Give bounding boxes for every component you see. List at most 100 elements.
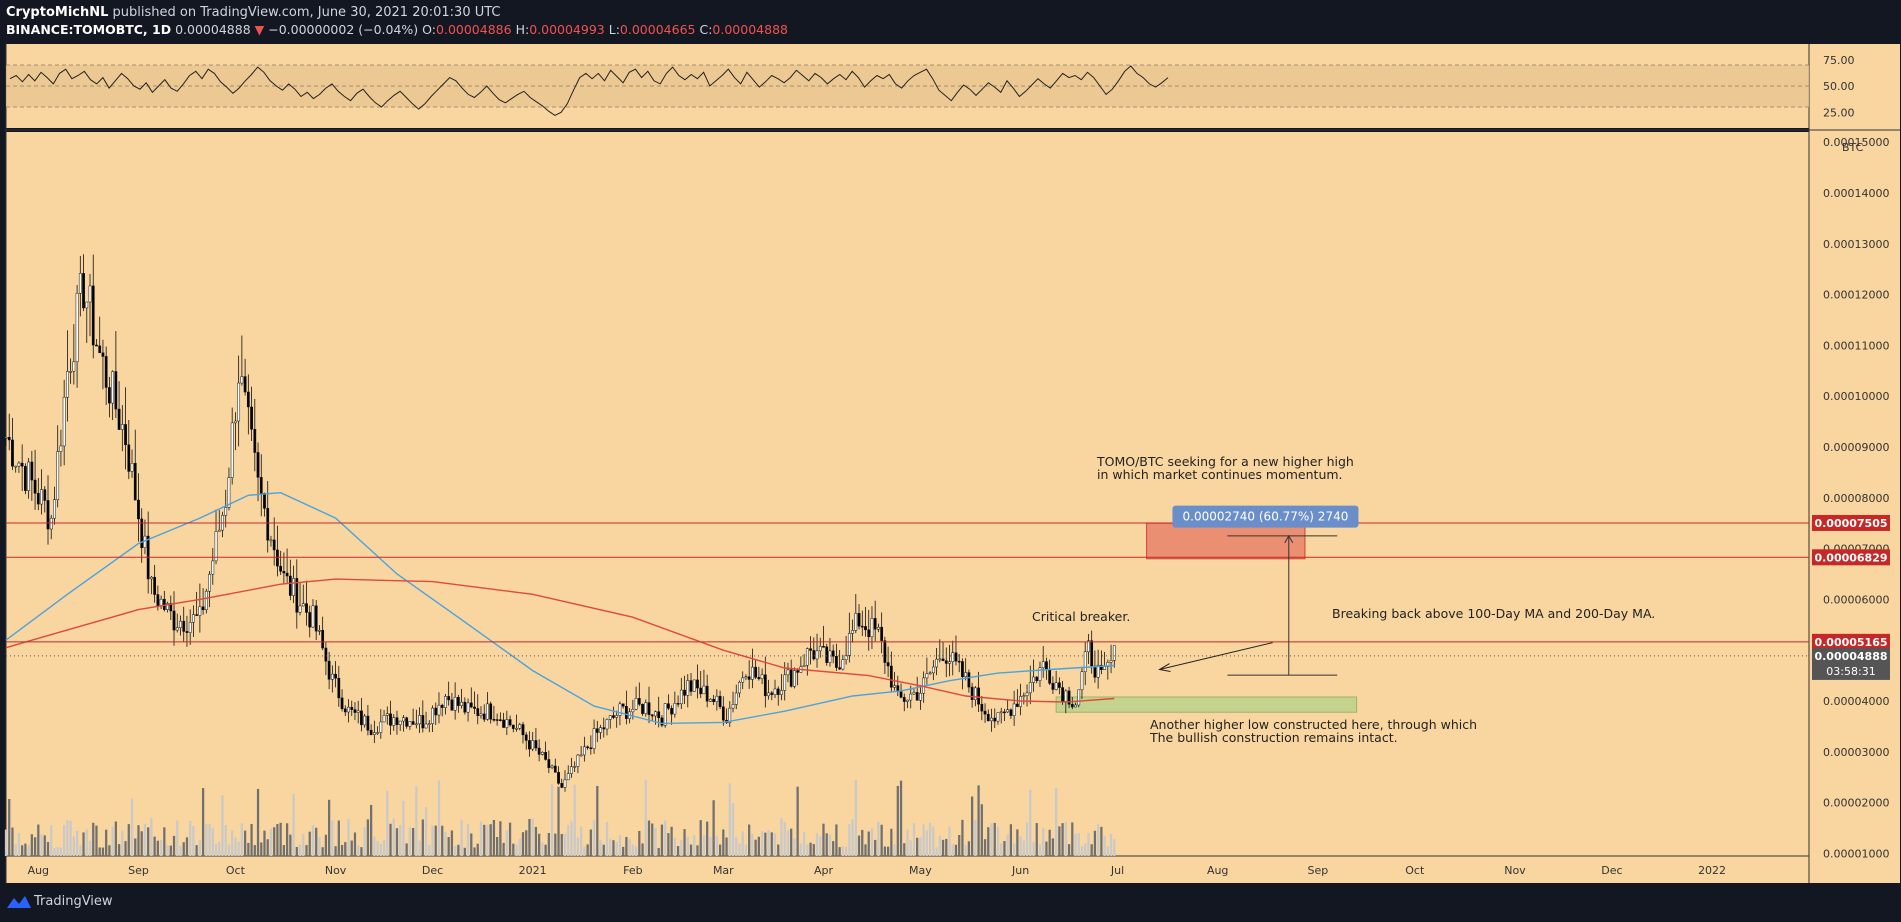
candle-body bbox=[62, 396, 66, 447]
price-axis[interactable] bbox=[1809, 44, 1900, 856]
candle-body bbox=[295, 578, 299, 613]
volume-bar bbox=[896, 785, 899, 856]
candle-body bbox=[489, 703, 493, 720]
volume-bar bbox=[790, 828, 793, 856]
candle-body bbox=[605, 719, 609, 730]
volume-bar bbox=[1019, 836, 1022, 856]
candle-body bbox=[117, 408, 121, 430]
time-tick-label: Feb bbox=[623, 864, 642, 877]
volume-bar bbox=[373, 836, 376, 856]
volume-bar bbox=[1009, 824, 1013, 856]
candle-body bbox=[886, 662, 890, 667]
volume-bar bbox=[59, 847, 63, 856]
volume-bar bbox=[631, 844, 634, 856]
candle-body bbox=[557, 772, 560, 784]
candle-body bbox=[43, 489, 47, 501]
candle-body bbox=[476, 708, 480, 716]
volume-bar bbox=[586, 844, 589, 856]
volume-bar bbox=[777, 844, 780, 856]
volume-bar bbox=[1012, 843, 1016, 856]
candle-body bbox=[114, 371, 118, 410]
brand-label[interactable]: TradingView bbox=[34, 894, 113, 909]
candle-body bbox=[941, 658, 945, 661]
volume-bar bbox=[1016, 829, 1019, 856]
volume-bar bbox=[802, 832, 806, 856]
candle-body bbox=[198, 606, 202, 616]
volume-bar bbox=[996, 826, 1000, 856]
time-tick-label: Dec bbox=[422, 864, 443, 877]
candle-body bbox=[621, 703, 625, 707]
volume-bar bbox=[163, 827, 166, 856]
volume-bar bbox=[799, 843, 803, 856]
candle-body bbox=[424, 723, 428, 729]
candle-body bbox=[382, 715, 386, 723]
candle-body bbox=[1006, 709, 1010, 713]
chart-canvas[interactable]: 0.00002740 (60.77%) 2740 TOMO/BTC seeking… bbox=[0, 0, 1901, 883]
volume-bar bbox=[176, 820, 179, 856]
volume-bar bbox=[147, 827, 150, 856]
candle-body bbox=[1087, 640, 1090, 653]
candle-body bbox=[673, 703, 677, 715]
volume-bar bbox=[657, 847, 660, 856]
candle-body bbox=[767, 692, 770, 697]
candle-body bbox=[589, 747, 593, 749]
candle-body bbox=[308, 612, 312, 628]
candle-body bbox=[763, 674, 767, 697]
rsi-line bbox=[9, 65, 1169, 116]
candle-body bbox=[1074, 704, 1077, 708]
candle-body bbox=[447, 696, 451, 701]
volume-bar bbox=[1097, 824, 1100, 856]
candle-body bbox=[631, 709, 635, 713]
volume-bar bbox=[515, 844, 518, 856]
candle-body bbox=[770, 692, 774, 695]
candle-body bbox=[1061, 687, 1064, 702]
candle-body bbox=[760, 674, 764, 680]
volume-bar bbox=[218, 841, 221, 856]
volume-bar bbox=[1077, 833, 1080, 856]
candle-body bbox=[909, 693, 913, 701]
volume-bar bbox=[399, 824, 402, 856]
author[interactable]: CryptoMichNL bbox=[6, 5, 109, 20]
candle-body bbox=[715, 695, 719, 702]
candle-body bbox=[469, 702, 473, 708]
volume-bar bbox=[402, 800, 405, 856]
volume-bar bbox=[192, 826, 195, 856]
volume-bar bbox=[844, 846, 848, 856]
open-value: 0.00004886 bbox=[436, 22, 512, 37]
volume-bar bbox=[825, 833, 828, 856]
candle-body bbox=[98, 345, 102, 354]
volume-bar bbox=[231, 830, 234, 856]
volume-bar bbox=[489, 824, 492, 856]
candle-body bbox=[66, 371, 69, 398]
candle-body bbox=[1057, 682, 1061, 688]
volume-bar bbox=[699, 820, 702, 856]
volume-bar bbox=[185, 837, 189, 856]
candle-body bbox=[175, 627, 179, 631]
candle-body bbox=[11, 439, 14, 467]
volume-bar bbox=[1025, 822, 1029, 856]
candle-body bbox=[757, 677, 761, 680]
candle-body bbox=[1022, 695, 1026, 697]
time-tick-label: Nov bbox=[1504, 864, 1526, 877]
candle-body bbox=[925, 673, 929, 679]
candle-body bbox=[108, 387, 111, 404]
symbol-label[interactable]: BINANCE:TOMOBTC, 1D bbox=[6, 22, 172, 37]
candle-body bbox=[805, 648, 809, 666]
tradingview-logo-icon[interactable] bbox=[6, 894, 32, 910]
candle-body bbox=[337, 677, 341, 699]
candle-body bbox=[402, 717, 405, 722]
volume-bar bbox=[411, 827, 415, 856]
volume-bar bbox=[563, 833, 567, 856]
volume-bar bbox=[812, 844, 815, 856]
volume-bar bbox=[463, 847, 466, 856]
candle-body bbox=[466, 702, 470, 713]
candle-body bbox=[919, 692, 922, 701]
time-axis[interactable] bbox=[6, 856, 1900, 883]
volume-bar bbox=[728, 783, 731, 856]
candle-body bbox=[654, 711, 657, 717]
candle-body bbox=[20, 462, 24, 467]
candle-body bbox=[860, 625, 864, 628]
volume-bar bbox=[347, 819, 350, 856]
candle-body bbox=[973, 687, 977, 700]
candle-body bbox=[744, 676, 748, 679]
